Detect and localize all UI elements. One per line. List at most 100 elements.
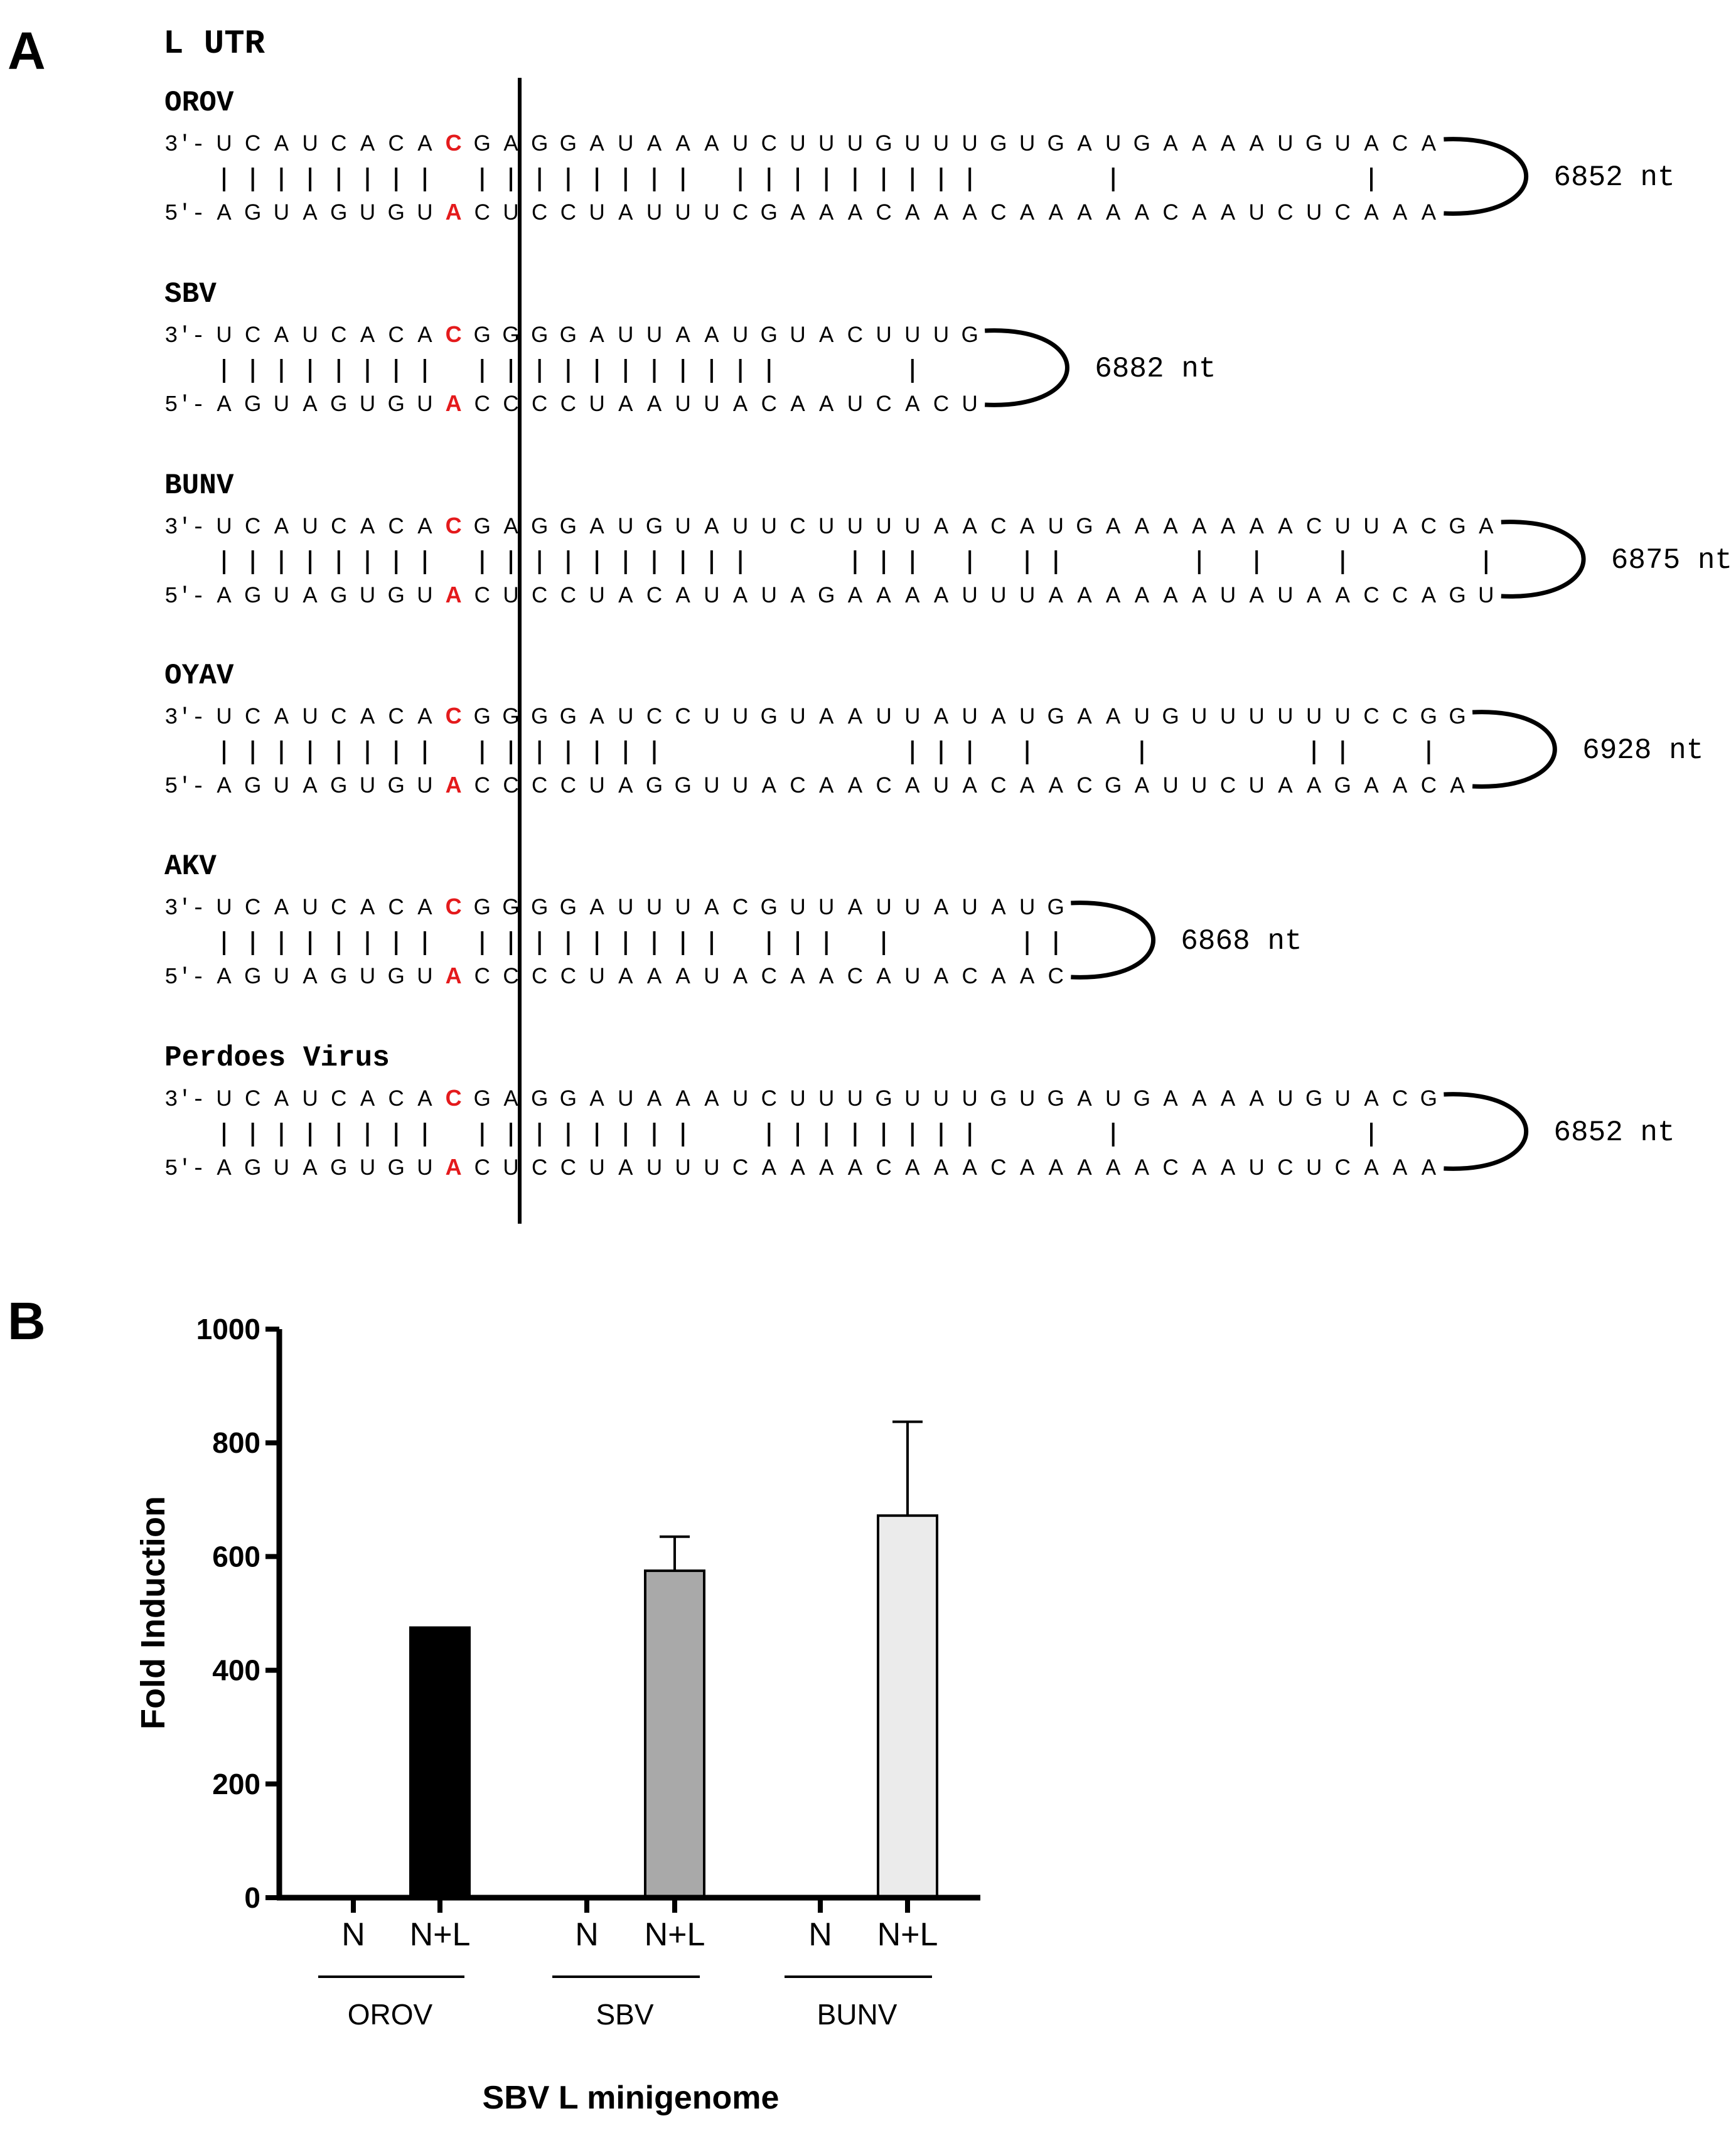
bottom-base: U — [675, 1155, 691, 1180]
bottom-base: C — [1335, 1155, 1351, 1180]
bottom-base: U — [589, 1155, 604, 1180]
top-base: A — [1221, 514, 1236, 538]
top-base: G — [1162, 704, 1179, 729]
top-base: A — [819, 323, 834, 347]
top-base: C — [990, 514, 1006, 538]
bottom-base: A — [790, 964, 805, 988]
top-base: U — [618, 895, 633, 919]
bottom-base: G — [1334, 773, 1351, 798]
top-base: A — [991, 895, 1006, 919]
top-base: C — [388, 131, 404, 156]
alignment-block: OROV3′-5′-UACGAUUACGAUCGAUCAGCAUGCGCAUUA… — [164, 87, 1675, 227]
top-base: G — [990, 131, 1007, 156]
top-base: U — [1363, 514, 1379, 538]
bottom-base: U — [360, 200, 375, 225]
bottom-strand-prefix: 5′- — [164, 774, 205, 799]
top-base: U — [1335, 131, 1351, 156]
bottom-base: A — [618, 392, 633, 416]
hairpin-loop — [1472, 710, 1557, 789]
bottom-base: C — [847, 964, 863, 988]
top-base: A — [934, 895, 949, 919]
top-strand-prefix: 3′- — [164, 515, 205, 540]
top-base: A — [589, 1086, 604, 1111]
bottom-base: G — [244, 392, 261, 416]
top-base: U — [790, 131, 805, 156]
bottom-base: G — [330, 1155, 347, 1180]
top-base: U — [646, 323, 662, 347]
bottom-base: A — [1135, 1155, 1150, 1180]
top-base: A — [848, 704, 863, 729]
top-base: G — [875, 1086, 892, 1111]
bottom-base: A — [819, 200, 834, 225]
bottom-base: C — [503, 773, 518, 798]
top-base: U — [1048, 514, 1064, 538]
bottom-base: U — [274, 964, 289, 988]
condition-label: N — [341, 1916, 365, 1953]
bottom-base: U — [704, 773, 719, 798]
highlight-base-bottom: A — [446, 963, 462, 988]
top-base: A — [589, 131, 604, 156]
bottom-base: A — [1077, 1155, 1092, 1180]
top-base: C — [388, 895, 404, 919]
top-base: U — [1191, 704, 1207, 729]
top-base: U — [904, 704, 920, 729]
top-base: A — [1221, 1086, 1236, 1111]
top-base: C — [1363, 704, 1379, 729]
bottom-base: U — [274, 200, 289, 225]
bottom-base: U — [1220, 583, 1236, 607]
bottom-base: C — [532, 1155, 547, 1180]
bottom-base: A — [618, 1155, 633, 1180]
top-base: C — [847, 323, 863, 347]
top-base: G — [646, 514, 663, 538]
top-base: G — [1305, 1086, 1322, 1111]
bottom-base: A — [934, 200, 949, 225]
bottom-base: U — [646, 1155, 662, 1180]
top-base: A — [1106, 704, 1121, 729]
top-base: U — [1277, 1086, 1293, 1111]
bottom-base: A — [819, 392, 834, 416]
bottom-base: C — [532, 773, 547, 798]
bottom-base: A — [963, 200, 978, 225]
top-base: A — [417, 131, 432, 156]
bottom-base: A — [963, 1155, 978, 1180]
top-base: U — [1335, 704, 1351, 729]
bottom-base: A — [790, 583, 805, 607]
top-base: G — [1133, 1086, 1150, 1111]
bottom-base: A — [905, 1155, 920, 1180]
top-base: U — [618, 1086, 633, 1111]
bottom-base: A — [1393, 1155, 1408, 1180]
highlight-base-top: C — [446, 513, 462, 538]
bottom-base: G — [388, 964, 405, 988]
top-base: U — [1335, 514, 1351, 538]
top-base: U — [1249, 704, 1265, 729]
top-base: U — [1105, 1086, 1121, 1111]
bottom-base: A — [676, 583, 691, 607]
bottom-base: U — [589, 200, 604, 225]
top-base: A — [676, 131, 691, 156]
bottom-base: G — [1105, 773, 1122, 798]
top-base: G — [531, 895, 548, 919]
top-base: U — [847, 131, 863, 156]
bottom-base: A — [790, 1155, 805, 1180]
bottom-base: C — [474, 964, 490, 988]
top-base: A — [1135, 514, 1150, 538]
y-tick-label: 0 — [244, 1881, 260, 1914]
bottom-base: U — [360, 1155, 375, 1180]
top-base: U — [904, 514, 920, 538]
bottom-base: U — [360, 392, 375, 416]
bottom-base: G — [330, 392, 347, 416]
top-base: A — [274, 323, 289, 347]
x-axis-label: SBV L minigenome — [483, 2080, 780, 2116]
bottom-base: C — [474, 773, 490, 798]
top-base: U — [1335, 1086, 1351, 1111]
bottom-base: A — [1364, 200, 1379, 225]
bottom-base: A — [1106, 200, 1121, 225]
top-base: G — [502, 704, 519, 729]
length-label: 6875 nt — [1611, 544, 1732, 577]
top-base: A — [360, 1086, 375, 1111]
top-base: G — [990, 1086, 1007, 1111]
bottom-base: A — [618, 200, 633, 225]
top-base: A — [676, 1086, 691, 1111]
bottom-base: A — [1364, 1155, 1379, 1180]
alignment-panel: OROV3′-5′-UACGAUUACGAUCGAUCAGCAUGCGCAUUA… — [164, 87, 1732, 1182]
